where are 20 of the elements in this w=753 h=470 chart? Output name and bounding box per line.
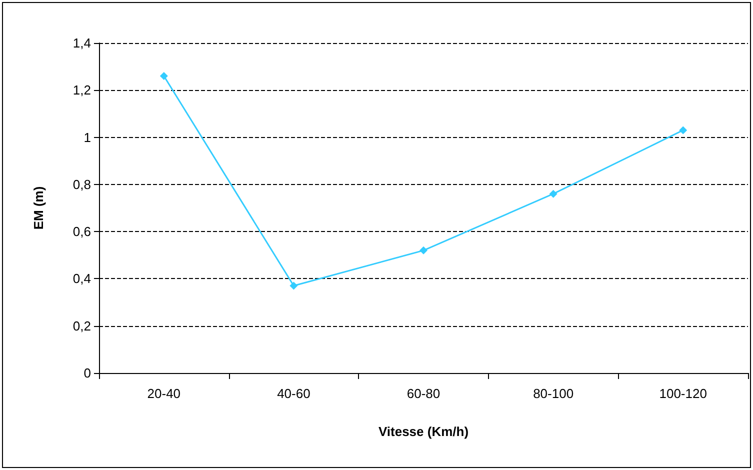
x-tick-label: 20-40 xyxy=(147,386,181,401)
x-axis-title: Vitesse (Km/h) xyxy=(378,424,469,439)
y-tick-label: 0,6 xyxy=(72,224,91,240)
point xyxy=(549,190,558,198)
y-tick-label: 1,4 xyxy=(72,36,91,50)
x-tick-label: 40-60 xyxy=(277,386,310,401)
y-tick-label: 0,4 xyxy=(72,271,91,286)
x-tick-label: 100-120 xyxy=(659,386,707,401)
point xyxy=(290,282,298,290)
y-tick-label: 0,2 xyxy=(72,318,91,334)
y-tick-label: 0 xyxy=(84,366,91,380)
y-tick-label: 0,8 xyxy=(72,176,91,192)
y-tick-label: 1 xyxy=(84,130,91,145)
point xyxy=(420,246,428,254)
y-axis-title: EM (m) xyxy=(31,186,46,230)
point xyxy=(160,72,168,80)
point xyxy=(679,126,688,134)
x-tick-label: 80-100 xyxy=(533,386,574,401)
x-tick-label: 60-80 xyxy=(406,386,440,401)
y-tick-label: 1,2 xyxy=(72,82,91,98)
